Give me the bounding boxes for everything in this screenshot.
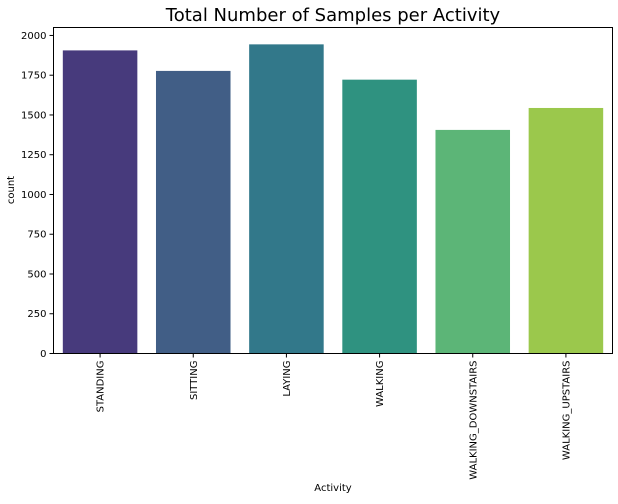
y-axis-ticks: 0 250 500 750 1000 1250 1500 1750 2000 [21, 31, 54, 360]
bar-walking-upstairs [528, 107, 604, 354]
x-tick-label: WALKING [375, 361, 386, 408]
x-tick-label: WALKING_DOWNSTAIRS [468, 361, 479, 480]
chart-title: Total Number of Samples per Activity [165, 5, 501, 26]
y-tick-label: 1500 [21, 110, 46, 121]
x-tick-label: SITTING [189, 361, 200, 401]
y-tick-label: 500 [27, 269, 46, 280]
y-tick-label: 250 [27, 309, 46, 320]
bar-sitting [155, 70, 231, 354]
bar-standing [62, 50, 138, 354]
plot-frame [53, 27, 613, 354]
bars-layer [62, 44, 604, 354]
y-tick-label: 1000 [21, 190, 46, 201]
y-tick-label: 2000 [21, 31, 46, 42]
y-tick-label: 1750 [21, 71, 46, 82]
y-tick-label: 0 [40, 349, 46, 360]
x-tick-label: LAYING [282, 361, 293, 397]
y-axis-label: count [6, 176, 17, 204]
x-tick-label: STANDING [96, 361, 107, 413]
bar-laying [249, 44, 324, 354]
x-axis-ticks: STANDING SITTING LAYING WALKING WALKING_DOWN… [96, 353, 572, 480]
y-tick-label: 750 [27, 230, 46, 241]
bar-walking-downstairs [435, 129, 511, 354]
bar-walking [342, 79, 417, 354]
x-tick-label: WALKING_UPSTAIRS [561, 361, 572, 461]
y-tick-label: 1250 [21, 150, 46, 161]
x-axis-label: Activity [314, 483, 351, 494]
